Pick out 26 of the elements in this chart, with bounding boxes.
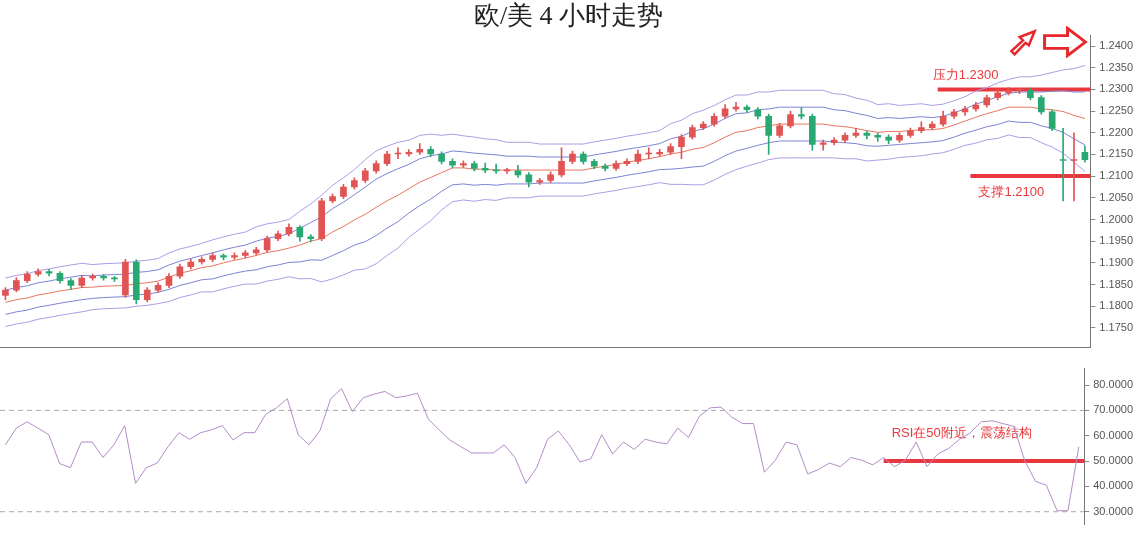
y-tick-label: 80.0000 [1093, 378, 1133, 391]
y-tick-label: 1.1850 [1099, 277, 1134, 290]
y-tick-label: 60.0000 [1093, 428, 1133, 441]
candlestick [1059, 128, 1067, 202]
y-tick-label: 1.1800 [1099, 299, 1134, 312]
y-tick-label: 1.2400 [1099, 39, 1134, 52]
y-tick-label: 1.1750 [1099, 320, 1134, 333]
y-tick-label: 1.1950 [1099, 234, 1134, 247]
chart-title: 欧/美 4 小时走势 [473, 1, 664, 31]
y-tick-label: 70.0000 [1093, 403, 1133, 416]
y-tick-label: 1.2250 [1099, 104, 1134, 117]
y-tick-label: 1.2100 [1099, 169, 1134, 182]
y-tick-label: 30.0000 [1093, 504, 1133, 517]
y-tick-label: 1.1900 [1099, 255, 1134, 268]
candlestick [1070, 132, 1078, 202]
y-tick-label: 50.0000 [1093, 454, 1133, 467]
y-tick-label: 1.2150 [1099, 147, 1134, 160]
ref-line-label: 支撑1.2100 [978, 183, 1045, 199]
ref-line-label: 压力1.2300 [932, 66, 999, 82]
y-tick-label: 40.0000 [1093, 479, 1133, 492]
y-tick-label: 1.2350 [1099, 60, 1134, 73]
y-tick-label: 1.2300 [1099, 82, 1134, 95]
ref-line-label: RSI在50附近，震荡结构 [891, 424, 1032, 440]
y-tick-label: 1.2000 [1099, 212, 1134, 225]
y-tick-label: 1.2050 [1099, 190, 1134, 203]
y-tick-label: 1.2200 [1099, 125, 1134, 138]
